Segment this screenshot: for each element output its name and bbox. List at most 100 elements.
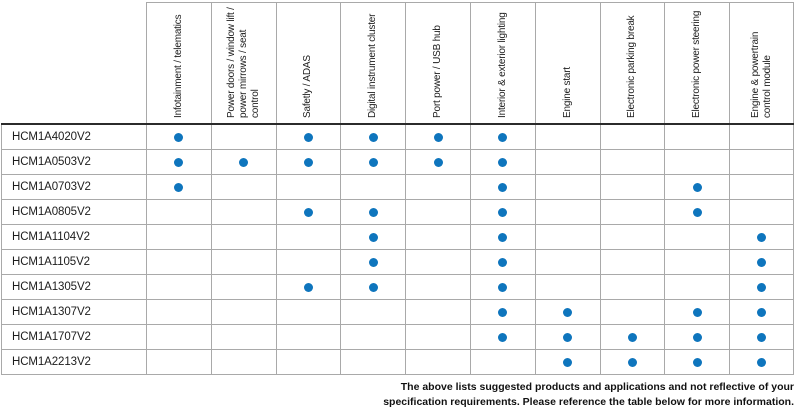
dot-marker (303, 157, 313, 167)
application-dot-cell (470, 125, 535, 149)
empty-cell (470, 350, 535, 374)
table-row: HCM1A4020V2 (2, 125, 794, 150)
empty-cell (146, 250, 211, 274)
empty-cell (534, 225, 600, 249)
table-row: HCM1A1104V2 (2, 225, 794, 250)
application-dot-cell (275, 275, 341, 299)
dot-marker (692, 182, 702, 192)
column-header-3: Safetly / ADAS (275, 2, 341, 123)
empty-cell (405, 250, 470, 274)
empty-cell (599, 200, 665, 224)
application-dot-cell (210, 150, 276, 174)
empty-cell (599, 275, 665, 299)
row-label: HCM1A1707V2 (12, 331, 91, 343)
dot-marker (433, 157, 443, 167)
application-dot-cell (405, 125, 470, 149)
application-dot-cell (470, 250, 535, 274)
column-header-6: Interior & exterior lighting (470, 2, 535, 123)
application-dot-cell (340, 225, 405, 249)
row-label: HCM1A1104V2 (12, 231, 90, 243)
dot-marker (498, 132, 508, 142)
empty-cell (599, 250, 665, 274)
dot-marker (498, 157, 508, 167)
empty-cell (534, 275, 600, 299)
column-header-1: Infotainment / telematics (146, 2, 211, 123)
table-corner-cell (1, 2, 146, 123)
application-dot-cell (729, 300, 794, 324)
application-dot-cell (340, 200, 405, 224)
table-header-row: Infotainment / telematics Power doors / w… (1, 2, 794, 125)
row-label: HCM1A0703V2 (12, 181, 91, 193)
empty-cell (340, 325, 405, 349)
empty-cell (599, 125, 665, 149)
row-label: HCM1A0805V2 (12, 206, 91, 218)
dot-marker (757, 357, 767, 367)
row-label: HCM1A1307V2 (12, 306, 91, 318)
dot-marker (757, 307, 767, 317)
application-dot-cell (405, 150, 470, 174)
dot-marker (757, 282, 767, 292)
empty-cell (275, 225, 341, 249)
application-dot-cell (340, 125, 405, 149)
empty-cell (275, 350, 341, 374)
dot-marker (692, 357, 702, 367)
empty-cell (534, 200, 600, 224)
empty-cell (405, 350, 470, 374)
empty-cell (405, 225, 470, 249)
column-header-4: Digital instrument cluster (340, 2, 406, 123)
dot-marker (498, 307, 508, 317)
dot-marker (303, 132, 313, 142)
empty-cell (405, 200, 470, 224)
application-dot-cell (275, 200, 341, 224)
column-header-label: Safetly / ADAS (302, 55, 314, 118)
application-dot-cell (470, 325, 535, 349)
empty-cell (599, 225, 665, 249)
dot-marker (368, 257, 378, 267)
dot-marker (498, 282, 508, 292)
empty-cell (146, 225, 211, 249)
column-header-label: Interior & exterior lighting (496, 12, 508, 118)
column-header-label: Infotainment / telematics (172, 14, 184, 118)
empty-cell (146, 275, 211, 299)
dot-marker (563, 357, 573, 367)
application-dot-cell (729, 350, 794, 374)
empty-cell (405, 275, 470, 299)
application-dot-cell (146, 175, 211, 199)
empty-cell (275, 300, 341, 324)
application-dot-cell (664, 300, 729, 324)
dot-marker (433, 132, 443, 142)
application-dot-cell (534, 300, 600, 324)
dot-marker (174, 157, 184, 167)
application-dot-cell (146, 150, 211, 174)
dot-marker (303, 207, 313, 217)
application-dot-cell (664, 200, 729, 224)
row-label: HCM1A0503V2 (12, 156, 91, 168)
table-footnote: The above lists suggested products and a… (1, 380, 794, 410)
empty-cell (210, 225, 276, 249)
empty-cell (599, 300, 665, 324)
product-application-table: Infotainment / telematics Power doors / w… (1, 2, 794, 375)
column-header-7: Engine start (534, 2, 600, 123)
empty-cell (599, 175, 665, 199)
row-label: HCM1A1305V2 (12, 281, 91, 293)
dot-marker (757, 332, 767, 342)
column-header-label: Engine & powertrain control module (749, 31, 773, 118)
column-header-2: Power doors / window lift / power mirrow… (210, 2, 276, 123)
empty-cell (210, 250, 276, 274)
dot-marker (174, 132, 184, 142)
table-row: HCM1A0805V2 (2, 200, 794, 225)
application-dot-cell (664, 175, 729, 199)
column-header-label: Port power / USB hub (432, 25, 444, 118)
empty-cell (534, 125, 600, 149)
application-dot-cell (340, 150, 405, 174)
application-dot-cell (470, 200, 535, 224)
empty-cell (340, 175, 405, 199)
table-row: HCM1A2213V2 (2, 350, 794, 375)
application-dot-cell (275, 125, 341, 149)
dot-marker (303, 282, 313, 292)
column-header-label: Power doors / window lift / power mirrow… (225, 7, 261, 118)
empty-cell (729, 150, 794, 174)
empty-cell (599, 150, 665, 174)
table-row: HCM1A0503V2 (2, 150, 794, 175)
